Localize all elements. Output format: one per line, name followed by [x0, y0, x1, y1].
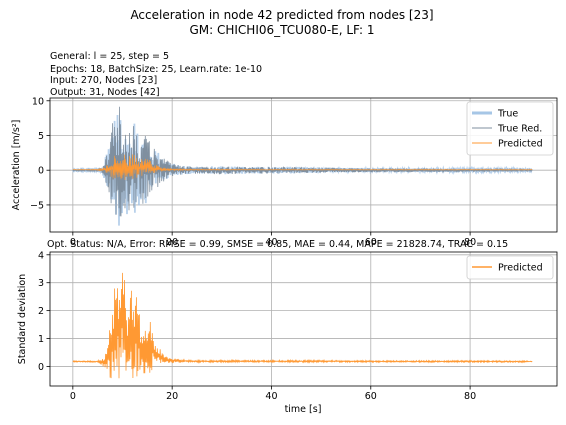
acceleration-x-tick-label-40: 40	[265, 237, 277, 248]
std-y-tick-label-0: 0	[38, 362, 44, 373]
std-series-predicted	[72, 272, 533, 379]
std-x-tick-label-0: 0	[70, 391, 76, 402]
acceleration-x-tick-label-80: 80	[464, 237, 476, 248]
std-panel: 0 20 40 60 80 0 1 2 3 4 Standard deviation time […	[17, 250, 558, 415]
acceleration-y-tick-label-10: 10	[32, 96, 44, 107]
std-x-tick-label-80: 80	[464, 391, 476, 402]
std-axes-frame	[49, 251, 558, 387]
acceleration-x-tick-label-0: 0	[70, 237, 76, 248]
acceleration-legend: True True Red. Predicted	[466, 101, 554, 156]
acceleration-legend-box	[466, 101, 554, 156]
acceleration-y-tick-label-5: 5	[38, 131, 44, 142]
acceleration-series	[71, 106, 533, 226]
info-line-output: Output: 31, Nodes [42]	[50, 87, 160, 98]
acceleration-legend-label-true-red: True Red.	[497, 124, 542, 135]
acceleration-series-true-red	[72, 106, 533, 217]
acceleration-axes-frame	[49, 97, 558, 233]
std-legend-label-predicted: Predicted	[498, 263, 543, 274]
std-y-axis-label: Standard deviation	[17, 274, 28, 364]
acceleration-y-axis-label: Acceleration [m/s²]	[11, 120, 22, 211]
acceleration-y-tick-label-0: 0	[38, 166, 44, 177]
info-line-general: General: l = 25, step = 5	[50, 51, 169, 62]
error-status-line: Opt. Status: N/A, Error: RMSE = 0.99, SM…	[47, 239, 508, 250]
std-grid	[50, 252, 557, 386]
acceleration-panel: 0 20 40 60 80 −5 0 5 10 Acceleration [m/s²] True…	[11, 96, 558, 248]
std-y-tick-label-1: 1	[38, 334, 44, 345]
std-y-tick-label-2: 2	[38, 306, 44, 317]
info-line-input: Input: 270, Nodes [23]	[50, 75, 157, 86]
acceleration-x-tick-label-20: 20	[166, 237, 178, 248]
chart-title-line2: GM: CHICHI06_TCU080-E, LF: 1	[189, 23, 374, 37]
acceleration-legend-label-predicted: Predicted	[498, 139, 543, 150]
info-line-training: Epochs: 18, BatchSize: 25, Learn.rate: 1…	[50, 64, 262, 75]
acceleration-ticks: 0 20 40 60 80 −5 0 5 10	[30, 96, 476, 248]
std-y-tick-label-3: 3	[38, 278, 44, 289]
acceleration-y-tick-label--5: −5	[30, 200, 44, 211]
std-x-tick-label-60: 60	[365, 391, 377, 402]
std-series	[72, 272, 533, 379]
chart-title-line1: Acceleration in node 42 predicted from n…	[130, 8, 433, 22]
acceleration-x-tick-label-60: 60	[365, 237, 377, 248]
std-legend: Predicted	[466, 255, 554, 280]
acceleration-legend-label-true: True	[497, 109, 518, 120]
std-x-tick-label-20: 20	[166, 391, 178, 402]
std-legend-box	[466, 255, 554, 280]
std-y-tick-label-4: 4	[38, 250, 44, 261]
std-ticks: 0 20 40 60 80 0 1 2 3 4	[38, 250, 476, 402]
std-x-tick-label-40: 40	[265, 391, 277, 402]
std-x-axis-label: time [s]	[285, 404, 322, 415]
acceleration-series-predicted	[72, 154, 533, 181]
